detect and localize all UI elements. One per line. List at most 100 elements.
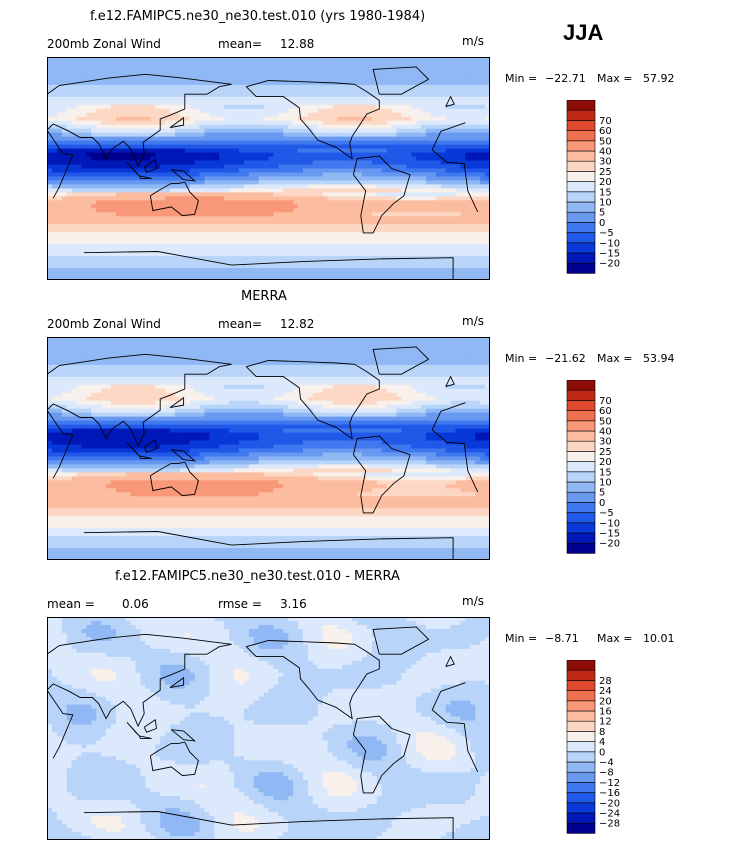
- heat-cell: [258, 92, 264, 98]
- heat-cell: [352, 64, 358, 70]
- heat-cell: [293, 136, 299, 142]
- heat-cell: [327, 212, 333, 217]
- heat-cell: [140, 236, 146, 241]
- heat-cell: [302, 172, 309, 177]
- heat-cell: [440, 96, 447, 102]
- heat-cell: [189, 172, 196, 177]
- heat-cell: [243, 216, 250, 221]
- heat-cell: [470, 140, 476, 146]
- heat-cell: [160, 228, 166, 233]
- heat-cell: [440, 132, 447, 138]
- heat-cell: [337, 212, 343, 217]
- heat-cell: [61, 92, 68, 98]
- heat-cell: [219, 104, 225, 110]
- heat-cell: [302, 228, 309, 233]
- heat-cell: [243, 68, 250, 74]
- heat-cell: [480, 260, 486, 265]
- heat-cell: [455, 136, 461, 142]
- heat-cell: [470, 92, 476, 98]
- heat-cell: [106, 72, 112, 78]
- heat-cell: [426, 112, 432, 118]
- heat-cell: [189, 108, 196, 114]
- heat-cell: [362, 96, 368, 102]
- heat-cell: [224, 156, 230, 161]
- heat-cell: [302, 168, 309, 173]
- heat-cell: [224, 236, 230, 241]
- heat-cell: [229, 92, 235, 98]
- heat-cell: [470, 232, 476, 237]
- heat-cell: [125, 264, 132, 269]
- heat-cell: [283, 268, 289, 273]
- heat-cell: [342, 188, 348, 193]
- heat-cell: [445, 172, 452, 177]
- heat-cell: [76, 104, 82, 110]
- heat-cell: [51, 84, 58, 90]
- heat-cell: [278, 76, 284, 82]
- heat-cell: [86, 128, 92, 134]
- heat-cell: [96, 252, 102, 257]
- heat-cell: [475, 76, 481, 82]
- heat-cell: [293, 252, 299, 257]
- heat-cell: [347, 68, 353, 74]
- heat-cell: [184, 104, 191, 110]
- heat-cell: [391, 236, 397, 241]
- heat-cell: [76, 128, 82, 134]
- heat-cell: [283, 208, 289, 213]
- heat-cell: [430, 160, 437, 165]
- heat-cell: [76, 108, 82, 114]
- heat-cell: [76, 64, 82, 70]
- heat-cell: [268, 144, 274, 149]
- heat-cell: [263, 272, 269, 277]
- heat-cell: [130, 128, 136, 134]
- heat-cell: [366, 76, 373, 82]
- heat-cell: [386, 240, 392, 245]
- heat-cell: [268, 128, 274, 134]
- heat-cell: [445, 196, 452, 201]
- heat-cell: [120, 212, 127, 217]
- heat-cell: [125, 188, 132, 193]
- heat-cell: [470, 248, 476, 253]
- heat-cell: [445, 180, 452, 185]
- heat-cell: [312, 176, 319, 181]
- heat-cell: [332, 208, 338, 213]
- heat-cell: [174, 112, 181, 118]
- heat-cell: [401, 144, 407, 149]
- heat-cell: [96, 272, 102, 277]
- heat-cell: [268, 148, 274, 153]
- heat-cell: [51, 264, 58, 269]
- heat-cell: [342, 260, 348, 265]
- heat-cell: [347, 168, 353, 173]
- heat-cell: [110, 136, 117, 142]
- heat-cell: [465, 264, 471, 269]
- heat-cell: [426, 116, 432, 122]
- heat-cell: [430, 76, 437, 82]
- heat-cell: [352, 116, 358, 122]
- heat-cell: [337, 156, 343, 161]
- heat-cell: [184, 152, 191, 157]
- heat-cell: [253, 92, 260, 98]
- heat-cell: [184, 68, 191, 74]
- heat-cell: [401, 64, 407, 70]
- heat-cell: [101, 268, 107, 273]
- heat-cell: [268, 184, 274, 189]
- heat-cell: [317, 76, 324, 82]
- heat-cell: [179, 204, 186, 209]
- heat-cell: [91, 276, 97, 280]
- heat-cell: [125, 64, 132, 70]
- heat-cell: [258, 184, 264, 189]
- heat-cell: [130, 224, 136, 229]
- heat-cell: [160, 260, 166, 265]
- heat-cell: [91, 260, 97, 265]
- heat-cell: [229, 68, 235, 74]
- heat-cell: [258, 112, 264, 118]
- heat-cell: [480, 76, 486, 82]
- heat-cell: [155, 172, 161, 177]
- heat-cell: [189, 148, 196, 153]
- heat-cell: [426, 232, 432, 237]
- heat-cell: [243, 128, 250, 134]
- heat-cell: [174, 156, 181, 161]
- heat-cell: [61, 57, 68, 62]
- heat-cell: [145, 168, 151, 173]
- heat-cell: [273, 144, 279, 149]
- heat-cell: [357, 57, 363, 62]
